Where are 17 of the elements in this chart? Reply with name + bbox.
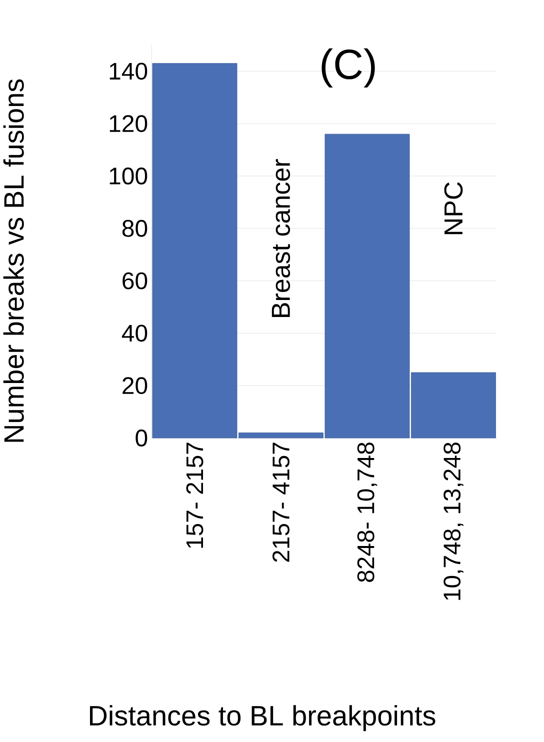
text: Breast cancer [272, 159, 290, 317]
chart-title: (C) [322, 48, 375, 88]
text: NPC [444, 182, 463, 234]
x-tick-label: 157- 2157 [186, 442, 204, 548]
y-tick-label: 0 [136, 430, 148, 446]
y-tick-label: 40 [122, 324, 148, 342]
y-tick-label: 20 [122, 377, 148, 394]
y-tick-label: 140 [110, 62, 148, 80]
x-tick-label: 8248- 10,748 [357, 442, 378, 582]
x-tick-label: 10,748, 13,248 [444, 442, 464, 600]
y-tick-label: 60 [122, 272, 148, 290]
y-tick-label: 80 [122, 220, 148, 237]
y-tick-label: 120 [110, 115, 148, 132]
y-tick-label: 100 [110, 168, 148, 184]
x-tick-label: 2157- 4157 [272, 442, 290, 562]
y-axis-title: Number breaks vs BL fusions [3, 79, 24, 442]
x-axis-title: Distances to BL breakpoints [90, 705, 436, 732]
